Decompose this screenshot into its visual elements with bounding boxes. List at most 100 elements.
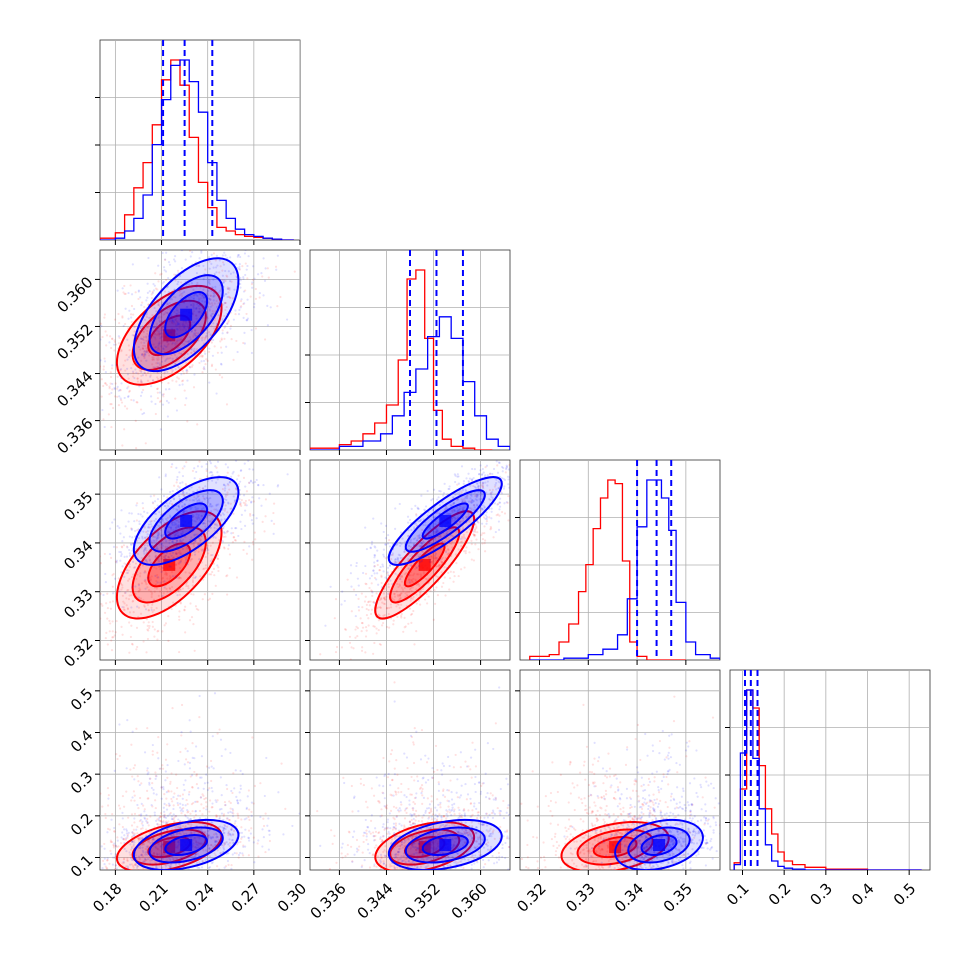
scatter-point — [136, 865, 140, 868]
scatter-point — [75, 585, 77, 587]
scatter-point — [373, 553, 376, 557]
scatter-point — [144, 580, 147, 583]
scatter-point — [141, 871, 143, 873]
scatter-point — [470, 499, 474, 502]
scatter-point — [356, 634, 359, 638]
scatter-point — [490, 493, 493, 496]
scatter-point — [194, 307, 198, 310]
scatter-point — [364, 526, 367, 529]
scatter-point — [456, 510, 460, 513]
scatter-point — [157, 547, 160, 551]
scatter-point — [60, 597, 62, 599]
scatter-point — [207, 278, 210, 281]
scatter-point — [144, 859, 147, 862]
scatter-point — [232, 772, 235, 775]
scatter-point — [517, 472, 519, 474]
scatter-point — [456, 475, 459, 478]
scatter-point — [148, 626, 151, 630]
scatter-point — [159, 273, 162, 276]
scatter-point — [151, 358, 154, 361]
scatter-point — [482, 508, 485, 511]
scatter-point — [432, 532, 435, 535]
panel-3-0 — [95, 669, 301, 875]
scatter-point — [132, 573, 135, 576]
scatter-point — [196, 423, 199, 426]
scatter-point — [175, 357, 178, 360]
scatter-point — [231, 297, 235, 300]
scatter-point — [232, 358, 235, 361]
scatter-point — [164, 540, 168, 543]
scatter-point — [211, 244, 213, 246]
scatter-point — [194, 839, 197, 842]
scatter-point — [142, 804, 145, 807]
scatter-point — [431, 556, 434, 559]
scatter-point — [221, 184, 223, 186]
scatter-point — [123, 591, 127, 595]
scatter-point — [184, 536, 187, 539]
scatter-point — [253, 306, 256, 309]
scatter-point — [168, 387, 171, 391]
scatter-point — [90, 614, 92, 616]
density-peak-red — [418, 558, 431, 571]
scatter-point — [178, 610, 181, 613]
scatter-point — [104, 581, 107, 584]
scatter-point — [178, 576, 181, 579]
scatter-point — [127, 395, 130, 399]
scatter-point — [146, 291, 149, 294]
scatter-point — [189, 325, 192, 328]
scatter-point — [160, 534, 163, 537]
scatter-point — [173, 310, 176, 314]
scatter-point — [159, 812, 163, 815]
scatter-point — [110, 403, 113, 406]
scatter-point — [399, 531, 403, 534]
scatter-point — [335, 645, 339, 649]
scatter-point — [144, 547, 148, 550]
scatter-point — [456, 512, 459, 515]
scatter-point — [173, 484, 176, 487]
scatter-point — [227, 547, 230, 550]
scatter-point — [158, 341, 161, 344]
scatter-point — [177, 534, 180, 537]
scatter-point — [150, 608, 153, 612]
scatter-point — [176, 840, 180, 843]
scatter-point — [139, 597, 143, 600]
scatter-point — [448, 529, 451, 532]
scatter-point — [156, 362, 160, 365]
scatter-point — [399, 544, 402, 547]
scatter-point — [170, 316, 173, 320]
scatter-point — [480, 494, 483, 497]
scatter-point — [192, 334, 195, 337]
scatter-point — [520, 455, 522, 457]
scatter-point — [177, 485, 180, 488]
scatter-point — [144, 587, 147, 590]
scatter-point — [219, 309, 222, 312]
scatter-point — [420, 574, 423, 577]
scatter-point — [196, 565, 199, 568]
scatter-point — [194, 813, 198, 817]
scatter-point — [226, 530, 229, 533]
scatter-point — [243, 342, 246, 345]
scatter-point — [438, 564, 441, 567]
scatter-point — [148, 526, 152, 529]
scatter-point — [177, 346, 180, 349]
scatter-point — [428, 542, 431, 545]
scatter-point — [151, 600, 154, 604]
scatter-point — [346, 578, 349, 581]
scatter-point — [227, 320, 230, 324]
scatter-point — [307, 497, 309, 499]
scatter-point — [230, 527, 233, 530]
scatter-point — [431, 497, 434, 501]
scatter-point — [465, 490, 468, 493]
scatter-point — [168, 301, 171, 305]
scatter-point — [476, 531, 479, 534]
scatter-point — [449, 503, 452, 507]
scatter-point — [446, 553, 449, 556]
scatter-point — [155, 536, 159, 540]
scatter-point — [229, 242, 231, 244]
scatter-point — [149, 815, 152, 818]
scatter-point — [173, 534, 176, 538]
scatter-point — [153, 494, 156, 497]
scatter-point — [238, 497, 241, 501]
scatter-point — [153, 507, 156, 510]
scatter-point — [111, 406, 115, 410]
